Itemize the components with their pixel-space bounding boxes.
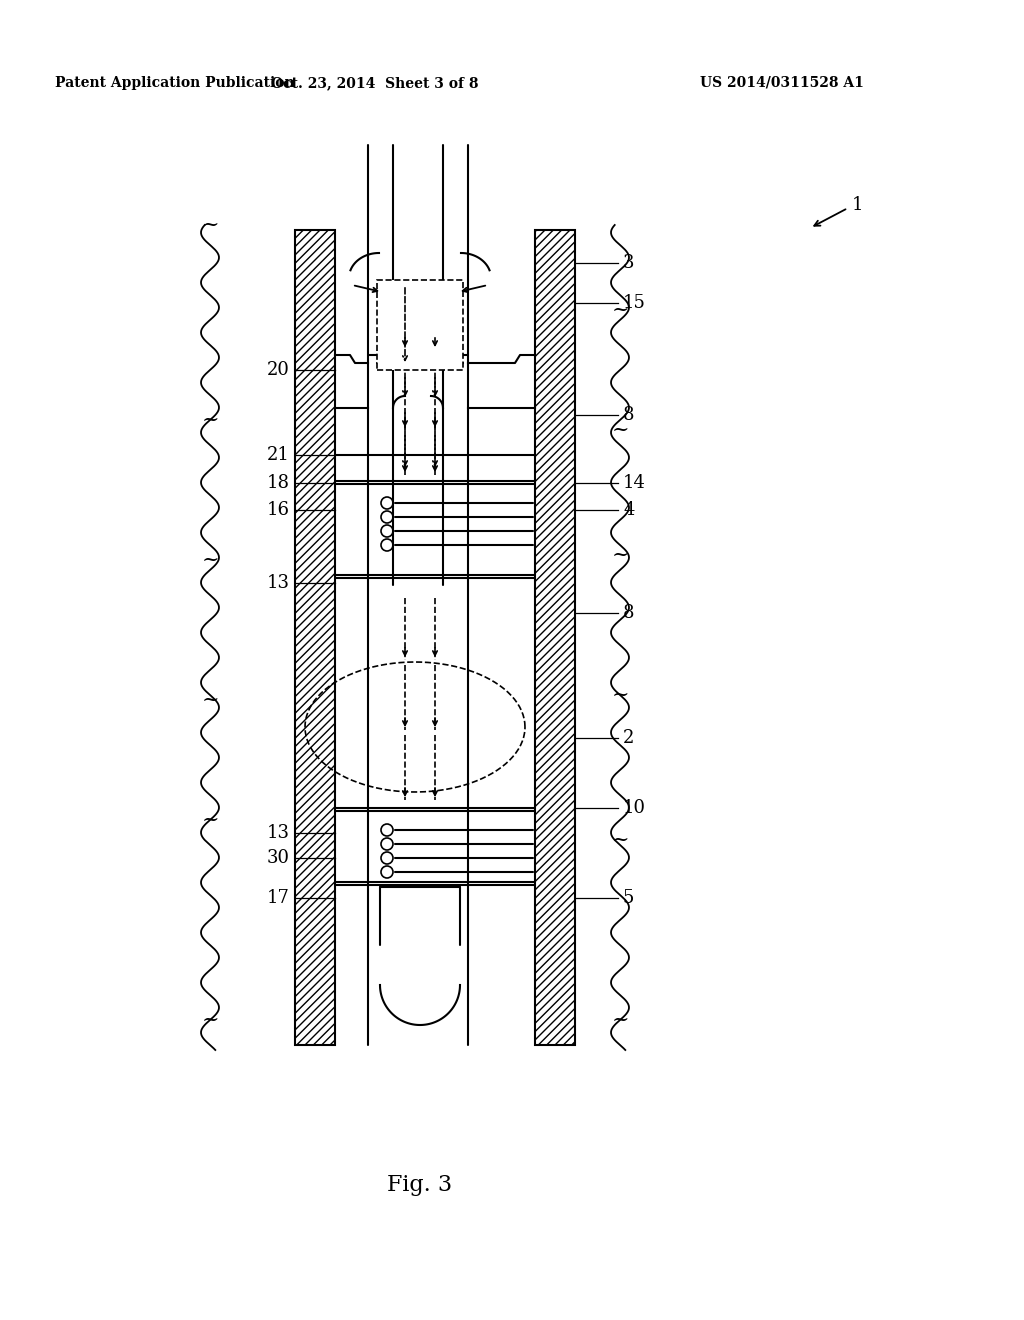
Text: 8: 8 <box>623 605 635 622</box>
Text: 13: 13 <box>267 574 290 591</box>
Text: 17: 17 <box>267 888 290 907</box>
Text: 30: 30 <box>267 849 290 867</box>
Text: ~: ~ <box>611 545 629 565</box>
Text: ~: ~ <box>202 690 219 710</box>
Text: ~: ~ <box>611 1011 629 1030</box>
Text: 10: 10 <box>623 799 646 817</box>
Text: ~: ~ <box>202 810 219 829</box>
Bar <box>295 230 335 1045</box>
Text: 15: 15 <box>623 294 646 312</box>
Bar <box>377 280 463 370</box>
Text: 20: 20 <box>267 360 290 379</box>
Text: US 2014/0311528 A1: US 2014/0311528 A1 <box>700 77 864 90</box>
Text: 4: 4 <box>623 502 635 519</box>
Text: Fig. 3: Fig. 3 <box>387 1173 453 1196</box>
Text: 2: 2 <box>623 729 635 747</box>
Text: 14: 14 <box>623 474 646 492</box>
Text: ~: ~ <box>611 301 629 319</box>
Text: ~: ~ <box>202 1011 219 1030</box>
Text: ~: ~ <box>611 421 629 440</box>
Bar <box>535 230 575 1045</box>
Text: 18: 18 <box>267 474 290 492</box>
Text: 21: 21 <box>267 446 290 465</box>
Text: 13: 13 <box>267 824 290 842</box>
Text: Patent Application Publication: Patent Application Publication <box>55 77 295 90</box>
Text: ~: ~ <box>611 830 629 850</box>
Text: Oct. 23, 2014  Sheet 3 of 8: Oct. 23, 2014 Sheet 3 of 8 <box>271 77 479 90</box>
Text: ~: ~ <box>202 550 219 569</box>
Text: ~: ~ <box>202 411 219 429</box>
Text: 5: 5 <box>623 888 635 907</box>
Text: 3: 3 <box>623 253 635 272</box>
Text: ~: ~ <box>611 685 629 705</box>
Text: 16: 16 <box>267 502 290 519</box>
Text: ~: ~ <box>202 215 219 235</box>
Text: 1: 1 <box>852 195 863 214</box>
Text: 8: 8 <box>623 407 635 424</box>
